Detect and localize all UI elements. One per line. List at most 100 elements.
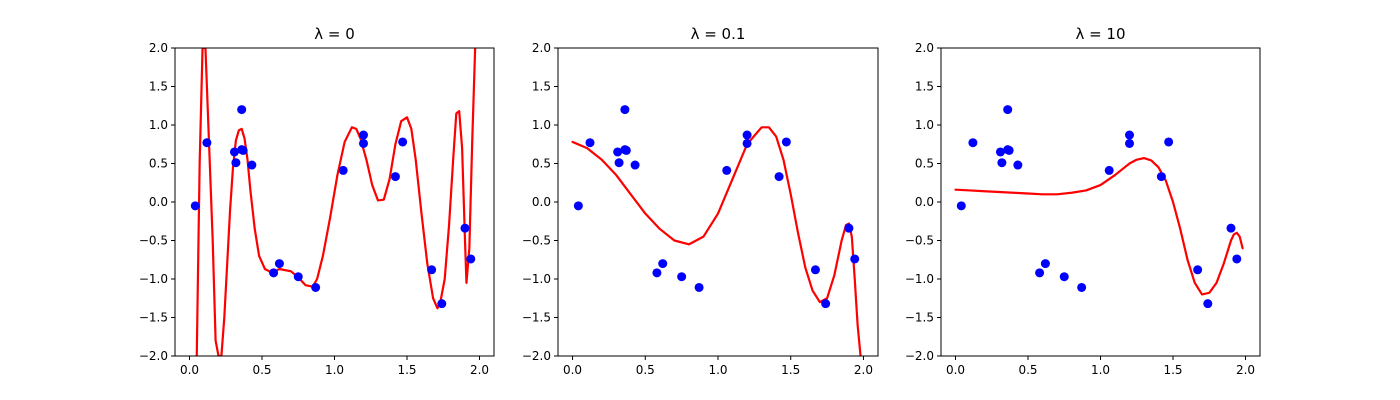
plot-content [190,48,477,356]
y-tick-label: 0.5 [915,157,934,171]
data-point [1003,105,1013,115]
y-tick-label: −1.5 [522,311,551,325]
y-tick-label: −0.5 [139,234,168,248]
data-point [359,130,368,140]
y-tick-label: 0.0 [149,195,168,209]
data-point [237,105,247,115]
data-point [1125,138,1134,148]
data-point [1003,145,1013,155]
x-tick-label: 1.0 [1091,363,1110,377]
plot-content [954,105,1244,309]
data-point [1077,282,1087,292]
data-point [742,138,752,148]
x-tick-label: 2.0 [1236,363,1255,377]
x-tick-label: 1.0 [708,363,727,377]
y-tick-label: −1.5 [139,311,168,325]
data-point [1226,223,1236,233]
x-tick-label: 0.5 [636,363,655,377]
data-point [1156,172,1166,182]
data-point [997,158,1007,168]
data-point [613,147,623,157]
y-tick-label: −0.5 [522,234,551,248]
chart-title: λ = 0 [314,25,355,43]
plot-area [175,48,494,356]
y-tick-label: −1.0 [139,272,168,286]
data-point [1059,272,1069,282]
fit-curve [195,48,477,356]
data-point [231,158,241,168]
data-point [460,223,470,233]
x-tick-label: 1.5 [1163,363,1182,377]
x-tick-label: 2.0 [854,363,873,377]
fit-curve [954,157,1244,296]
plot-area [941,48,1260,356]
y-tick-label: 0.0 [915,195,934,209]
data-point [390,172,400,182]
data-point [956,201,966,211]
chart-title: λ = 0.1 [691,25,746,43]
y-tick-label: 1.5 [915,80,934,94]
data-point [620,105,630,115]
chart-panel: 0.0 0.5 1.0 1.5 2.0 −2.0 −1.5 −1.0 −0.5 0.0 0.5 1.0… [522,25,879,377]
data-point [781,137,791,147]
data-point [821,299,831,309]
data-point [398,137,408,147]
data-point [247,160,257,170]
data-point [658,259,668,269]
data-point [427,265,437,275]
x-tick-label: 1.0 [325,363,344,377]
data-point [742,130,752,140]
data-point [850,254,860,264]
data-point [293,272,303,282]
data-point [1104,165,1114,175]
y-tick-label: −2.0 [522,349,551,363]
x-tick-label: 0.0 [180,363,199,377]
data-point [202,138,212,148]
y-tick-label: −1.5 [905,311,934,325]
data-point [774,172,784,182]
data-point [722,165,732,175]
y-tick-label: 1.0 [532,118,551,132]
data-point [1232,254,1242,264]
data-point [844,223,854,233]
y-tick-label: −2.0 [905,349,934,363]
y-tick-label: −2.0 [139,349,168,363]
chart-panel: 0.0 0.5 1.0 1.5 2.0 −2.0 −1.5 −1.0 −0.5 0.0 0.5 1.0… [905,25,1261,377]
data-point [614,158,624,168]
data-point [620,145,630,155]
data-point [1193,265,1203,275]
y-tick-label: 1.5 [532,80,551,94]
x-tick-label: 1.5 [781,363,800,377]
y-tick-label: −0.5 [905,234,934,248]
plot-content [571,105,862,356]
data-point [995,147,1005,157]
data-point [968,138,978,148]
x-tick-label: 0.0 [563,363,582,377]
y-tick-label: 2.0 [149,41,168,55]
x-tick-label: 0.5 [1018,363,1037,377]
x-tick-label: 0.5 [252,363,271,377]
chart-title: λ = 10 [1075,25,1125,43]
data-point [311,282,321,292]
data-point [652,268,662,278]
data-point [338,165,348,175]
data-point [573,201,583,211]
data-point [466,254,476,264]
y-tick-label: 1.0 [915,118,934,132]
data-point [810,265,820,275]
y-tick-label: 2.0 [532,41,551,55]
y-tick-label: 1.0 [149,118,168,132]
x-tick-label: 0.0 [946,363,965,377]
y-tick-label: −1.0 [522,272,551,286]
x-tick-label: 1.5 [397,363,416,377]
y-tick-label: 0.0 [532,195,551,209]
data-point [1203,299,1213,309]
data-point [1164,137,1174,147]
data-point [237,145,247,155]
data-point [190,201,200,211]
data-point [229,147,239,157]
y-tick-label: −1.0 [905,272,934,286]
data-point [359,138,368,148]
x-tick-label: 2.0 [470,363,489,377]
